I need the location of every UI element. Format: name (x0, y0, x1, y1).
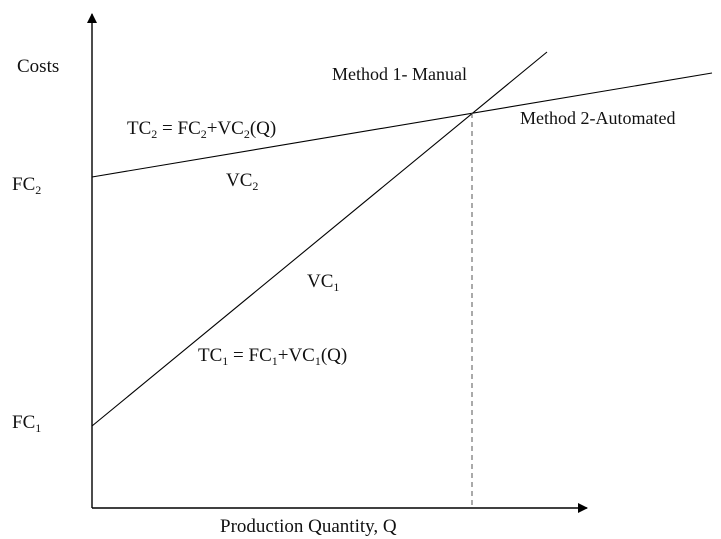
y-axis-label: Costs (17, 56, 59, 77)
method2-total-cost-line (91, 72, 713, 178)
method1-label: Method 1- Manual (332, 64, 467, 84)
vc2-label: VC2 (226, 170, 258, 193)
fc2-label: FC2 (12, 174, 41, 197)
tc2-equation: TC2 = FC2+VC2(Q) (127, 118, 276, 141)
method2-label: Method 2-Automated (520, 108, 675, 128)
method1-total-cost-line (91, 51, 548, 427)
fc1-label: FC1 (12, 412, 41, 435)
x-axis-label: Production Quantity, Q (220, 516, 397, 537)
tc1-equation: TC1 = FC1+VC1(Q) (198, 345, 347, 368)
vc1-label: VC1 (307, 271, 339, 294)
